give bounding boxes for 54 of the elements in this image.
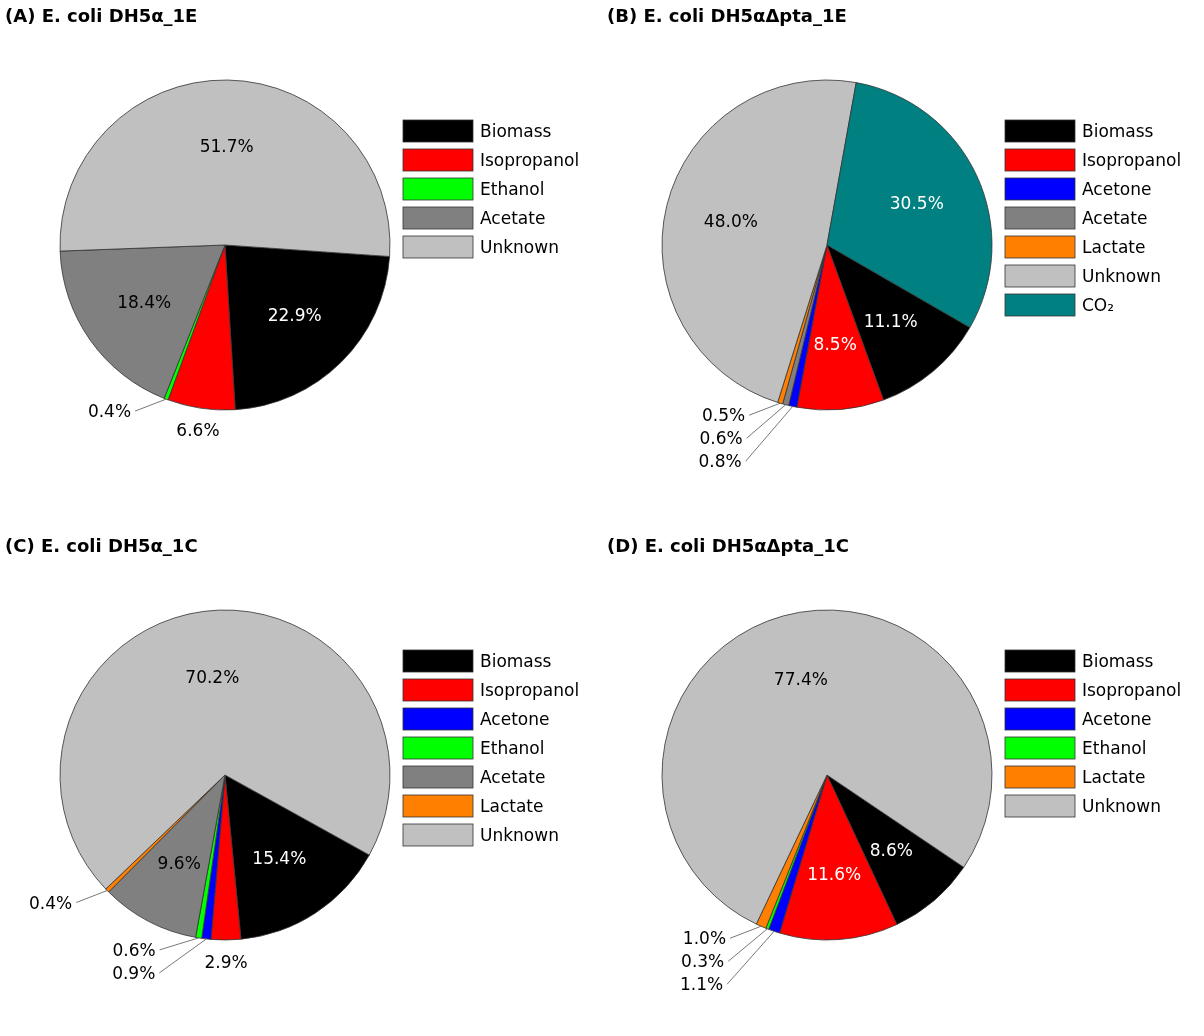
legend-label: Biomass — [480, 650, 552, 671]
data-label: 6.6% — [176, 419, 220, 440]
legend-label: Unknown — [480, 236, 559, 257]
chart-title: (B) E. coli DH5αΔpta_1E — [607, 5, 847, 26]
legend-label: Isopropanol — [1082, 679, 1182, 700]
legend-label: Acetate — [1082, 207, 1148, 228]
chart-title: (C) E. coli DH5α_1C — [5, 535, 198, 556]
legend-label: Lactate — [480, 795, 544, 816]
legend-label: Biomass — [1082, 650, 1154, 671]
legend-label: Biomass — [1082, 120, 1154, 141]
data-label: 18.4% — [117, 292, 172, 313]
data-label: 8.6% — [869, 840, 913, 861]
legend-label: Lactate — [1082, 236, 1146, 257]
legend-label: Unknown — [480, 824, 559, 845]
legend-label: Lactate — [1082, 766, 1146, 787]
data-label: 0.4% — [28, 892, 73, 913]
data-label: 77.4% — [773, 669, 828, 690]
data-label: 0.6% — [112, 939, 156, 960]
chart-title: (D) E. coli DH5αΔpta_1C — [607, 535, 849, 556]
data-label: 2.9% — [204, 951, 248, 972]
legend-label: Unknown — [1082, 795, 1161, 816]
data-label: 8.5% — [813, 333, 857, 354]
legend-label: Acetone — [1082, 708, 1152, 729]
legend-label: Ethanol — [1082, 737, 1147, 758]
data-label: 9.6% — [157, 852, 201, 873]
data-label: 30.5% — [889, 193, 944, 214]
data-label: 0.6% — [699, 428, 743, 449]
legend-label: Ethanol — [480, 737, 545, 758]
data-label: 15.4% — [252, 847, 307, 868]
legend-label: Unknown — [1082, 265, 1161, 286]
chart-title: (A) E. coli DH5α_1E — [5, 5, 198, 26]
data-label: 1.0% — [682, 928, 727, 949]
data-label: 1.1% — [679, 974, 724, 995]
legend-label: Acetone — [1082, 178, 1152, 199]
data-label: 0.5% — [701, 405, 746, 426]
data-label: 70.2% — [185, 666, 240, 687]
legend-label: Isopropanol — [1082, 149, 1182, 170]
legend-label: Isopropanol — [480, 149, 580, 170]
legend-label: Ethanol — [480, 178, 545, 199]
data-label: 11.6% — [807, 863, 862, 884]
legend-label: Acetate — [480, 766, 546, 787]
legend-label: Acetone — [480, 708, 550, 729]
data-label: 0.3% — [681, 951, 725, 972]
legend-label: Isopropanol — [480, 679, 580, 700]
data-label: 11.1% — [863, 310, 918, 331]
legend-label: Biomass — [480, 120, 552, 141]
data-label: 0.9% — [112, 962, 156, 983]
data-label: 0.8% — [698, 451, 742, 472]
data-label: 48.0% — [703, 211, 758, 232]
legend-label: Acetate — [480, 207, 546, 228]
data-label: 51.7% — [199, 135, 254, 156]
data-label: 0.4% — [87, 401, 132, 422]
data-label: 22.9% — [267, 305, 322, 326]
legend-label: CO₂ — [1082, 294, 1115, 315]
